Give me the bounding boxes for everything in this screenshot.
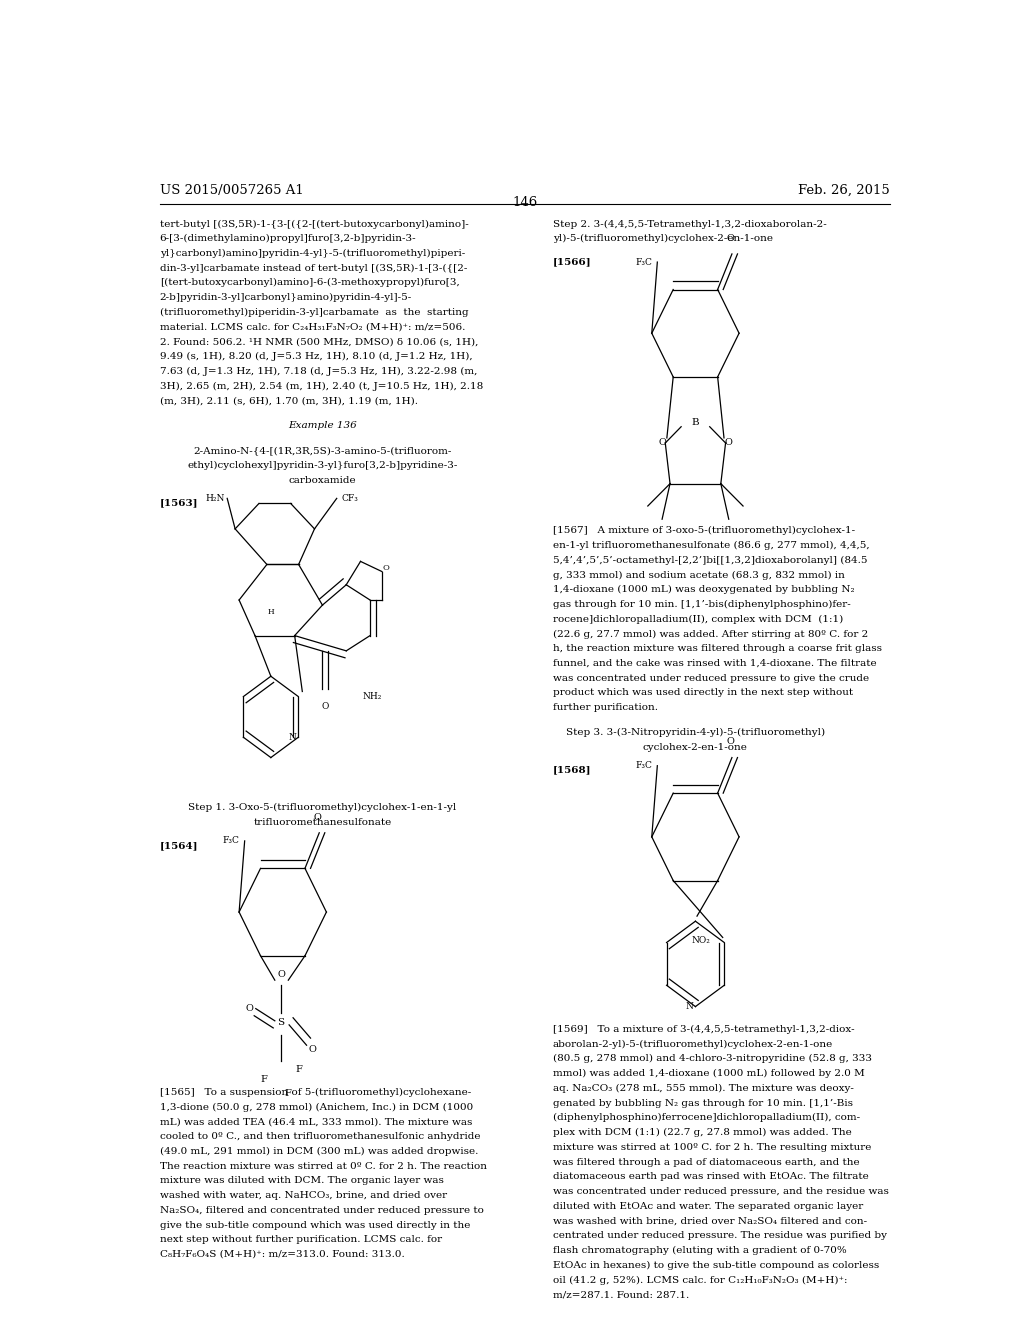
- Text: N: N: [685, 1002, 693, 1011]
- Text: flash chromatography (eluting with a gradient of 0-70%: flash chromatography (eluting with a gra…: [553, 1246, 846, 1255]
- Text: mixture was stirred at 100º C. for 2 h. The resulting mixture: mixture was stirred at 100º C. for 2 h. …: [553, 1143, 871, 1152]
- Text: mixture was diluted with DCM. The organic layer was: mixture was diluted with DCM. The organi…: [160, 1176, 443, 1185]
- Text: [1567]   A mixture of 3-oxo-5-(trifluoromethyl)cyclohex-1-: [1567] A mixture of 3-oxo-5-(trifluorome…: [553, 527, 855, 536]
- Text: (trifluoromethyl)piperidin-3-yl]carbamate  as  the  starting: (trifluoromethyl)piperidin-3-yl]carbamat…: [160, 308, 468, 317]
- Text: N: N: [288, 733, 296, 742]
- Text: cooled to 0º C., and then trifluoromethanesulfonic anhydride: cooled to 0º C., and then trifluorometha…: [160, 1133, 480, 1140]
- Text: C₈H₇F₆O₄S (M+H)⁺: m/z=313.0. Found: 313.0.: C₈H₇F₆O₄S (M+H)⁺: m/z=313.0. Found: 313.…: [160, 1250, 404, 1259]
- Text: 5,4’,4’,5’,5’-octamethyl-[2,2’]bi[[1,3,2]dioxaborolanyl] (84.5: 5,4’,4’,5’,5’-octamethyl-[2,2’]bi[[1,3,2…: [553, 556, 867, 565]
- Text: mL) was added TEA (46.4 mL, 333 mmol). The mixture was: mL) was added TEA (46.4 mL, 333 mmol). T…: [160, 1117, 472, 1126]
- Text: O: O: [383, 564, 389, 572]
- Text: cyclohex-2-en-1-one: cyclohex-2-en-1-one: [643, 743, 748, 752]
- Text: gas through for 10 min. [1,1’-bis(diphenylphosphino)fer-: gas through for 10 min. [1,1’-bis(diphen…: [553, 601, 850, 609]
- Text: (80.5 g, 278 mmol) and 4-chloro-3-nitropyridine (52.8 g, 333: (80.5 g, 278 mmol) and 4-chloro-3-nitrop…: [553, 1055, 871, 1064]
- Text: product which was used directly in the next step without: product which was used directly in the n…: [553, 689, 853, 697]
- Text: (22.6 g, 27.7 mmol) was added. After stirring at 80º C. for 2: (22.6 g, 27.7 mmol) was added. After sti…: [553, 630, 867, 639]
- Text: 9.49 (s, 1H), 8.20 (d, J=5.3 Hz, 1H), 8.10 (d, J=1.2 Hz, 1H),: 9.49 (s, 1H), 8.20 (d, J=5.3 Hz, 1H), 8.…: [160, 352, 472, 362]
- Text: Example 136: Example 136: [288, 421, 356, 430]
- Text: further purification.: further purification.: [553, 704, 657, 713]
- Text: Step 2. 3-(4,4,5,5-Tetramethyl-1,3,2-dioxaborolan-2-: Step 2. 3-(4,4,5,5-Tetramethyl-1,3,2-dio…: [553, 219, 826, 228]
- Text: next step without further purification. LCMS calc. for: next step without further purification. …: [160, 1236, 442, 1245]
- Text: washed with water, aq. NaHCO₃, brine, and dried over: washed with water, aq. NaHCO₃, brine, an…: [160, 1191, 446, 1200]
- Text: aq. Na₂CO₃ (278 mL, 555 mmol). The mixture was deoxy-: aq. Na₂CO₃ (278 mL, 555 mmol). The mixtu…: [553, 1084, 853, 1093]
- Text: O: O: [309, 1044, 316, 1053]
- Text: [1565]   To a suspension of 5-(trifluoromethyl)cyclohexane-: [1565] To a suspension of 5-(trifluorome…: [160, 1088, 471, 1097]
- Text: diatomaceous earth pad was rinsed with EtOAc. The filtrate: diatomaceous earth pad was rinsed with E…: [553, 1172, 868, 1181]
- Text: S: S: [278, 1018, 285, 1027]
- Text: give the sub-title compound which was used directly in the: give the sub-title compound which was us…: [160, 1221, 470, 1229]
- Text: mmol) was added 1,4-dioxane (1000 mL) followed by 2.0 M: mmol) was added 1,4-dioxane (1000 mL) fo…: [553, 1069, 864, 1078]
- Text: [1563]: [1563]: [160, 499, 199, 507]
- Text: [1569]   To a mixture of 3-(4,4,5,5-tetramethyl-1,3,2-diox-: [1569] To a mixture of 3-(4,4,5,5-tetram…: [553, 1024, 854, 1034]
- Text: genated by bubbling N₂ gas through for 10 min. [1,1’-Bis: genated by bubbling N₂ gas through for 1…: [553, 1098, 853, 1107]
- Text: tert-butyl [(3S,5R)-1-{3-[({2-[(tert-butoxycarbonyl)amino]-: tert-butyl [(3S,5R)-1-{3-[({2-[(tert-but…: [160, 219, 469, 228]
- Text: O: O: [322, 702, 329, 710]
- Text: 1,3-dione (50.0 g, 278 mmol) (Anichem, Inc.) in DCM (1000: 1,3-dione (50.0 g, 278 mmol) (Anichem, I…: [160, 1102, 473, 1111]
- Text: Step 1. 3-Oxo-5-(trifluoromethyl)cyclohex-1-en-1-yl: Step 1. 3-Oxo-5-(trifluoromethyl)cyclohe…: [188, 804, 457, 812]
- Text: F₃C: F₃C: [636, 257, 652, 267]
- Text: [(tert-butoxycarbonyl)amino]-6-(3-methoxypropyl)furo[3,: [(tert-butoxycarbonyl)amino]-6-(3-methox…: [160, 279, 460, 288]
- Text: (m, 3H), 2.11 (s, 6H), 1.70 (m, 3H), 1.19 (m, 1H).: (m, 3H), 2.11 (s, 6H), 1.70 (m, 3H), 1.1…: [160, 396, 418, 405]
- Text: (49.0 mL, 291 mmol) in DCM (300 mL) was added dropwise.: (49.0 mL, 291 mmol) in DCM (300 mL) was …: [160, 1147, 478, 1156]
- Text: m/z=287.1. Found: 287.1.: m/z=287.1. Found: 287.1.: [553, 1290, 689, 1299]
- Text: diluted with EtOAc and water. The separated organic layer: diluted with EtOAc and water. The separa…: [553, 1201, 863, 1210]
- Text: trifluoromethanesulfonate: trifluoromethanesulfonate: [253, 818, 391, 828]
- Text: 2. Found: 506.2. ¹H NMR (500 MHz, DMSO) δ 10.06 (s, 1H),: 2. Found: 506.2. ¹H NMR (500 MHz, DMSO) …: [160, 338, 478, 346]
- Text: centrated under reduced pressure. The residue was purified by: centrated under reduced pressure. The re…: [553, 1232, 887, 1241]
- Text: NO₂: NO₂: [692, 936, 711, 945]
- Text: en-1-yl trifluoromethanesulfonate (86.6 g, 277 mmol), 4,4,5,: en-1-yl trifluoromethanesulfonate (86.6 …: [553, 541, 869, 550]
- Text: was concentrated under reduced pressure, and the residue was: was concentrated under reduced pressure,…: [553, 1187, 889, 1196]
- Text: B: B: [691, 418, 699, 428]
- Text: g, 333 mmol) and sodium acetate (68.3 g, 832 mmol) in: g, 333 mmol) and sodium acetate (68.3 g,…: [553, 570, 845, 579]
- Text: plex with DCM (1:1) (22.7 g, 27.8 mmol) was added. The: plex with DCM (1:1) (22.7 g, 27.8 mmol) …: [553, 1129, 851, 1137]
- Text: 1,4-dioxane (1000 mL) was deoxygenated by bubbling N₂: 1,4-dioxane (1000 mL) was deoxygenated b…: [553, 585, 854, 594]
- Text: H₂N: H₂N: [206, 494, 225, 503]
- Text: 2-Amino-N-{4-[(1R,3R,5S)-3-amino-5-(trifluorom-: 2-Amino-N-{4-[(1R,3R,5S)-3-amino-5-(trif…: [194, 446, 452, 455]
- Text: O: O: [726, 738, 734, 746]
- Text: rocene]dichloropalladium(II), complex with DCM  (1:1): rocene]dichloropalladium(II), complex wi…: [553, 615, 843, 624]
- Text: was filtered through a pad of diatomaceous earth, and the: was filtered through a pad of diatomaceo…: [553, 1158, 859, 1167]
- Text: (diphenylphosphino)ferrocene]dichloropalladium(II), com-: (diphenylphosphino)ferrocene]dichloropal…: [553, 1113, 860, 1122]
- Text: F: F: [284, 1089, 291, 1098]
- Text: carboxamide: carboxamide: [289, 475, 356, 484]
- Text: O: O: [246, 1005, 253, 1014]
- Text: US 2015/0057265 A1: US 2015/0057265 A1: [160, 183, 303, 197]
- Text: 146: 146: [512, 195, 538, 209]
- Text: 7.63 (d, J=1.3 Hz, 1H), 7.18 (d, J=5.3 Hz, 1H), 3.22-2.98 (m,: 7.63 (d, J=1.3 Hz, 1H), 7.18 (d, J=5.3 H…: [160, 367, 477, 376]
- Text: F: F: [295, 1065, 302, 1074]
- Text: material. LCMS calc. for C₂₄H₃₁F₃N₇O₂ (M+H)⁺: m/z=506.: material. LCMS calc. for C₂₄H₃₁F₃N₇O₂ (M…: [160, 322, 465, 331]
- Text: was concentrated under reduced pressure to give the crude: was concentrated under reduced pressure …: [553, 673, 868, 682]
- Text: Na₂SO₄, filtered and concentrated under reduced pressure to: Na₂SO₄, filtered and concentrated under …: [160, 1205, 483, 1214]
- Text: yl}carbonyl)amino]pyridin-4-yl}-5-(trifluoromethyl)piperi-: yl}carbonyl)amino]pyridin-4-yl}-5-(trifl…: [160, 249, 465, 257]
- Text: [1566]: [1566]: [553, 257, 591, 267]
- Text: O: O: [658, 438, 666, 447]
- Text: 6-[3-(dimethylamino)propyl]furo[3,2-b]pyridin-3-: 6-[3-(dimethylamino)propyl]furo[3,2-b]py…: [160, 234, 417, 243]
- Text: aborolan-2-yl)-5-(trifluoromethyl)cyclohex-2-en-1-one: aborolan-2-yl)-5-(trifluoromethyl)cycloh…: [553, 1040, 833, 1049]
- Text: NH₂: NH₂: [362, 692, 382, 701]
- Text: F₃C: F₃C: [223, 837, 240, 845]
- Text: F: F: [260, 1076, 267, 1084]
- Text: 3H), 2.65 (m, 2H), 2.54 (m, 1H), 2.40 (t, J=10.5 Hz, 1H), 2.18: 3H), 2.65 (m, 2H), 2.54 (m, 1H), 2.40 (t…: [160, 381, 483, 391]
- Text: CF₃: CF₃: [342, 494, 358, 503]
- Text: was washed with brine, dried over Na₂SO₄ filtered and con-: was washed with brine, dried over Na₂SO₄…: [553, 1217, 866, 1225]
- Text: oil (41.2 g, 52%). LCMS calc. for C₁₂H₁₀F₃N₂O₃ (M+H)⁺:: oil (41.2 g, 52%). LCMS calc. for C₁₂H₁₀…: [553, 1275, 847, 1284]
- Text: Feb. 26, 2015: Feb. 26, 2015: [798, 183, 890, 197]
- Text: 2-b]pyridin-3-yl]carbonyl}amino)pyridin-4-yl]-5-: 2-b]pyridin-3-yl]carbonyl}amino)pyridin-…: [160, 293, 412, 302]
- Text: O: O: [726, 234, 734, 243]
- Text: EtOAc in hexanes) to give the sub-title compound as colorless: EtOAc in hexanes) to give the sub-title …: [553, 1261, 879, 1270]
- Text: O: O: [725, 438, 733, 447]
- Text: h, the reaction mixture was filtered through a coarse frit glass: h, the reaction mixture was filtered thr…: [553, 644, 882, 653]
- Text: F₃C: F₃C: [636, 762, 652, 770]
- Text: H: H: [267, 609, 274, 616]
- Text: [1568]: [1568]: [553, 766, 591, 775]
- Text: ethyl)cyclohexyl]pyridin-3-yl}furo[3,2-b]pyridine-3-: ethyl)cyclohexyl]pyridin-3-yl}furo[3,2-b…: [187, 461, 458, 470]
- Text: O: O: [313, 813, 322, 821]
- Text: din-3-yl]carbamate instead of tert-butyl [(3S,5R)-1-[3-({[2-: din-3-yl]carbamate instead of tert-butyl…: [160, 264, 467, 273]
- Text: The reaction mixture was stirred at 0º C. for 2 h. The reaction: The reaction mixture was stirred at 0º C…: [160, 1162, 486, 1171]
- Text: [1564]: [1564]: [160, 841, 199, 850]
- Text: funnel, and the cake was rinsed with 1,4-dioxane. The filtrate: funnel, and the cake was rinsed with 1,4…: [553, 659, 877, 668]
- Text: yl)-5-(trifluoromethyl)cyclohex-2-en-1-one: yl)-5-(trifluoromethyl)cyclohex-2-en-1-o…: [553, 234, 772, 243]
- Text: Step 3. 3-(3-Nitropyridin-4-yl)-5-(trifluoromethyl): Step 3. 3-(3-Nitropyridin-4-yl)-5-(trifl…: [566, 729, 825, 737]
- Text: O: O: [278, 970, 285, 978]
